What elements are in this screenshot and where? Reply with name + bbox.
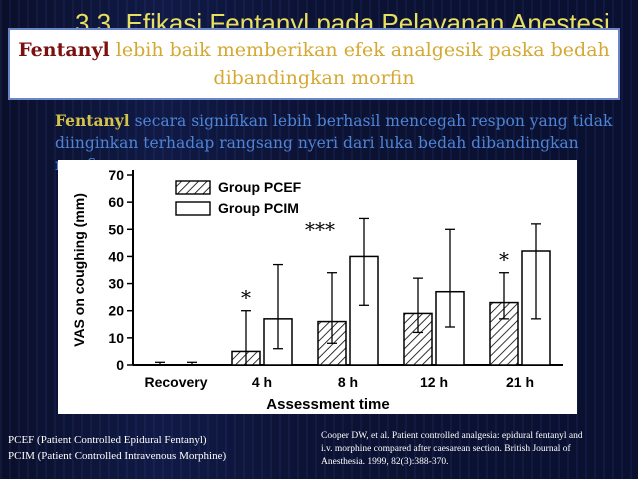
x-tick-label: 12 h (420, 374, 448, 390)
reference-line-1: Cooper DW, et al. Patient controlled ana… (321, 431, 583, 441)
footnote-pcef: PCEF (Patient Controlled Epidural Fentan… (8, 434, 207, 446)
x-axis-title: Assessment time (266, 396, 389, 413)
footnote-pcim: PCIM (Patient Controlled Intravenous Mor… (8, 450, 227, 462)
reference-line-2: i.v. morphine compared after caesarean s… (321, 444, 571, 454)
legend-swatch (175, 201, 211, 216)
y-tick-label: 20 (108, 303, 124, 319)
callout-keyword: Fentanyl (18, 39, 110, 61)
callout-text: lebih baik memberikan efek analgesik pas… (109, 39, 610, 89)
legend-label: Group PCEF (218, 179, 302, 195)
x-tick-label: 21 h (506, 374, 534, 390)
y-tick-label: 50 (108, 221, 124, 237)
y-tick-label: 30 (108, 276, 124, 292)
footnote-abbreviations: PCEF (Patient Controlled Epidural Fentan… (8, 432, 308, 464)
y-tick-label: 40 (108, 248, 124, 264)
x-tick-label: 4 h (252, 374, 272, 390)
y-tick-label: 0 (116, 357, 124, 373)
legend-label: Group PCIM (218, 200, 299, 216)
reference-line-3: Anesthesia. 1999, 82(3):388-370. (321, 457, 449, 467)
callout-box: Fentanyl lebih baik memberikan efek anal… (8, 28, 620, 100)
y-tick-label: 70 (108, 167, 124, 183)
significance-marker: * (241, 286, 251, 310)
legend-swatch (175, 180, 211, 195)
x-tick-label: Recovery (144, 374, 207, 390)
significance-marker: * (499, 248, 509, 272)
y-tick-label: 60 (108, 194, 124, 210)
body-keyword: Fentanyl (55, 111, 130, 130)
y-axis-title: VAS on coughing (mm) (71, 193, 87, 347)
chart-panel: 0 10 20 30 40 50 60 70 VAS on coughing (mm) Recov… (58, 160, 577, 414)
x-tick-label: 8 h (338, 374, 358, 390)
significance-marker: *** (305, 217, 335, 241)
bar-chart: 0 10 20 30 40 50 60 70 VAS on coughing (mm) Recov… (71, 167, 563, 413)
y-tick-label: 10 (108, 330, 124, 346)
footnote-reference: Cooper DW, et al. Patient controlled ana… (321, 430, 626, 469)
